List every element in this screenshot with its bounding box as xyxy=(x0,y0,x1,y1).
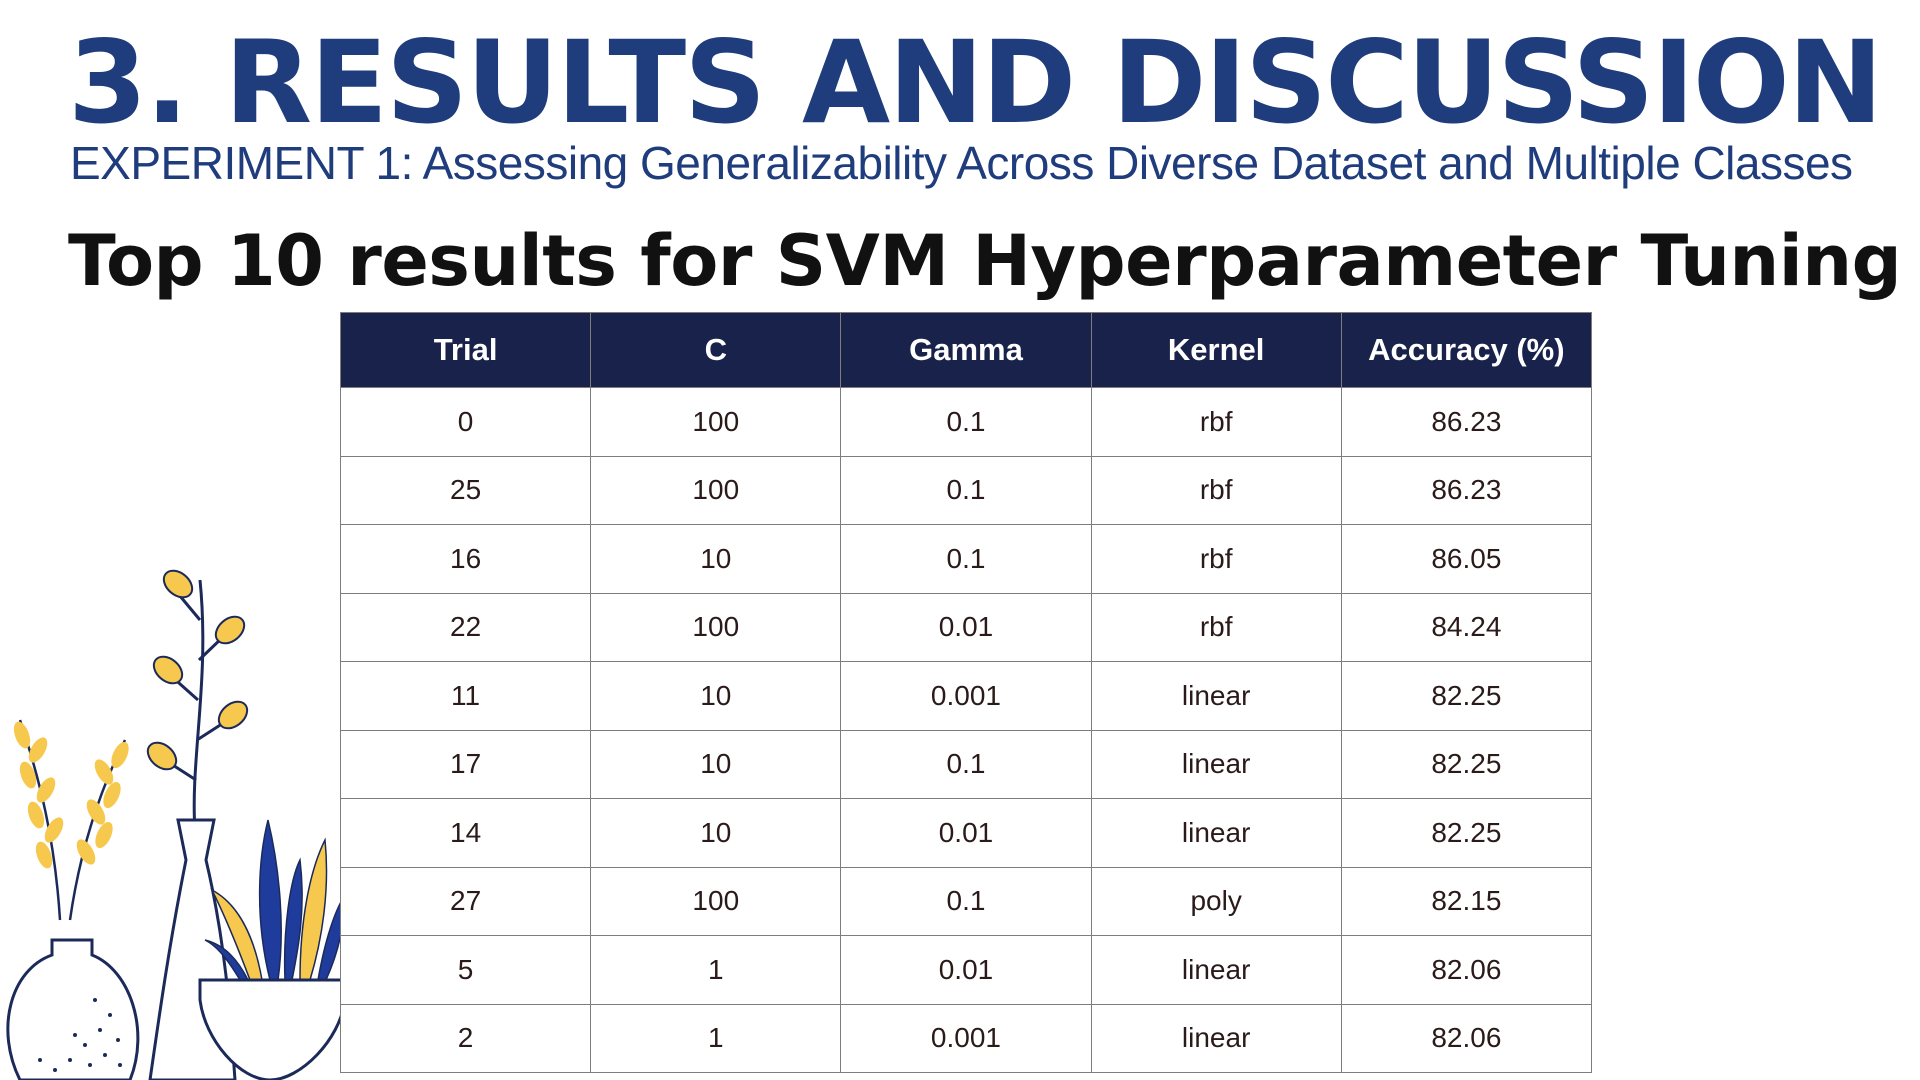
cell-kernel: linear xyxy=(1090,798,1342,868)
cell-kernel: linear xyxy=(1090,729,1342,799)
cell-gamma: 0.1 xyxy=(840,387,1092,457)
results-table: Trial C Gamma Kernel Accuracy (%) 0 100 … xyxy=(339,312,1593,1073)
cell-gamma: 0.1 xyxy=(840,866,1092,936)
cell-c: 100 xyxy=(590,592,842,662)
cell-accuracy: 86.05 xyxy=(1340,524,1593,594)
table-row: 27 100 0.1 poly 82.15 xyxy=(339,866,1593,936)
table-row: 17 10 0.1 linear 82.25 xyxy=(339,729,1593,799)
cell-gamma: 0.1 xyxy=(840,455,1092,525)
cell-gamma: 0.01 xyxy=(840,798,1092,868)
cell-kernel: linear xyxy=(1090,661,1342,731)
results-table-container: Trial C Gamma Kernel Accuracy (%) 0 100 … xyxy=(339,312,1593,1073)
experiment-subtitle: EXPERIMENT 1: Assessing Generalizability… xyxy=(70,137,1853,189)
cell-c: 100 xyxy=(590,866,842,936)
cell-accuracy: 82.25 xyxy=(1340,729,1593,799)
cell-trial: 25 xyxy=(339,455,592,525)
section-heading: Top 10 results for SVM Hyperparameter Tu… xyxy=(68,220,1902,302)
cell-kernel: rbf xyxy=(1090,455,1342,525)
cell-c: 10 xyxy=(590,798,842,868)
cell-accuracy: 82.15 xyxy=(1340,866,1593,936)
cell-kernel: rbf xyxy=(1090,387,1342,457)
cell-accuracy: 82.25 xyxy=(1340,661,1593,731)
cell-c: 10 xyxy=(590,661,842,731)
cell-kernel: poly xyxy=(1090,866,1342,936)
cell-c: 10 xyxy=(590,524,842,594)
cell-gamma: 0.1 xyxy=(840,524,1092,594)
cell-kernel: linear xyxy=(1090,935,1342,1005)
table-row: 2 1 0.001 linear 82.06 xyxy=(339,1003,1593,1073)
cell-trial: 17 xyxy=(339,729,592,799)
table-row: 5 1 0.01 linear 82.06 xyxy=(339,935,1593,1005)
cell-accuracy: 86.23 xyxy=(1340,387,1593,457)
column-header-c: C xyxy=(590,312,842,388)
cell-accuracy: 84.24 xyxy=(1340,592,1593,662)
cell-accuracy: 86.23 xyxy=(1340,455,1593,525)
cell-gamma: 0.1 xyxy=(840,729,1092,799)
cell-c: 100 xyxy=(590,387,842,457)
cell-c: 1 xyxy=(590,935,842,1005)
cell-kernel: rbf xyxy=(1090,524,1342,594)
column-header-accuracy: Accuracy (%) xyxy=(1340,312,1593,388)
cell-trial: 5 xyxy=(339,935,592,1005)
cell-c: 10 xyxy=(590,729,842,799)
cell-accuracy: 82.06 xyxy=(1340,935,1593,1005)
cell-gamma: 0.01 xyxy=(840,935,1092,1005)
table-row: 16 10 0.1 rbf 86.05 xyxy=(339,524,1593,594)
table-row: 14 10 0.01 linear 82.25 xyxy=(339,798,1593,868)
cell-accuracy: 82.06 xyxy=(1340,1003,1593,1073)
table-row: 22 100 0.01 rbf 84.24 xyxy=(339,592,1593,662)
table-row: 0 100 0.1 rbf 86.23 xyxy=(339,387,1593,457)
column-header-kernel: Kernel xyxy=(1090,312,1342,388)
cell-trial: 16 xyxy=(339,524,592,594)
cell-gamma: 0.01 xyxy=(840,592,1092,662)
cell-accuracy: 82.25 xyxy=(1340,798,1593,868)
page-title: 3. RESULTS AND DISCUSSION xyxy=(68,16,1883,149)
cell-trial: 14 xyxy=(339,798,592,868)
table-row: 11 10 0.001 linear 82.25 xyxy=(339,661,1593,731)
cell-trial: 27 xyxy=(339,866,592,936)
cell-kernel: linear xyxy=(1090,1003,1342,1073)
column-header-gamma: Gamma xyxy=(840,312,1092,388)
column-header-trial: Trial xyxy=(339,312,592,388)
cell-trial: 0 xyxy=(339,387,592,457)
cell-trial: 22 xyxy=(339,592,592,662)
cell-c: 100 xyxy=(590,455,842,525)
cell-kernel: rbf xyxy=(1090,592,1342,662)
table-header-row: Trial C Gamma Kernel Accuracy (%) xyxy=(339,312,1593,388)
cell-gamma: 0.001 xyxy=(840,661,1092,731)
potted-plants-illustration-icon xyxy=(6,569,347,1080)
cell-trial: 2 xyxy=(339,1003,592,1073)
cell-c: 1 xyxy=(590,1003,842,1073)
cell-gamma: 0.001 xyxy=(840,1003,1092,1073)
table-row: 25 100 0.1 rbf 86.23 xyxy=(339,455,1593,525)
cell-trial: 11 xyxy=(339,661,592,731)
